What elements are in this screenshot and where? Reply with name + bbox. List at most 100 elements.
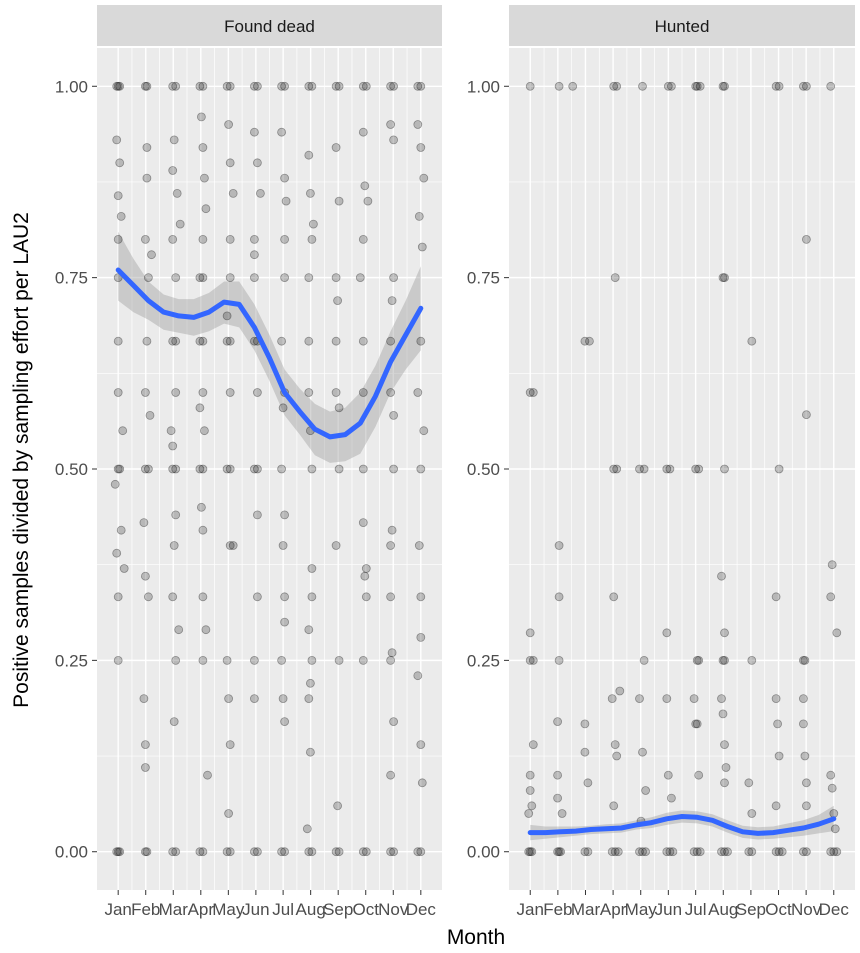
data-point (331, 541, 341, 550)
data-point (527, 847, 537, 857)
data-point (195, 81, 205, 91)
data-point (610, 740, 620, 749)
data-point (277, 81, 287, 91)
data-point (717, 694, 726, 703)
data-point (198, 388, 208, 397)
data-point (389, 81, 399, 91)
data-point (198, 143, 208, 152)
data-point (525, 656, 535, 665)
data-point (416, 592, 426, 602)
data-point (361, 847, 371, 857)
data-point (360, 571, 370, 581)
data-point (525, 81, 535, 91)
data-point (307, 847, 317, 857)
data-point (331, 847, 341, 857)
data-point (198, 847, 208, 857)
data-point (413, 671, 423, 681)
data-point (195, 336, 205, 346)
data-point (252, 388, 262, 397)
data-point (827, 560, 837, 570)
data-point (718, 656, 728, 665)
x-tick-label: Oct (765, 900, 792, 919)
data-point (171, 273, 181, 283)
data-point (416, 336, 426, 346)
data-point (142, 336, 152, 346)
data-point (113, 191, 123, 201)
data-point (585, 336, 594, 346)
data-point (358, 234, 368, 244)
data-point (528, 656, 538, 665)
data-point (249, 250, 259, 260)
data-point (304, 388, 314, 397)
data-point (358, 81, 368, 91)
data-point (198, 464, 208, 474)
data-point (201, 204, 211, 214)
data-point (225, 336, 235, 346)
data-point (609, 592, 619, 602)
data-point (305, 678, 315, 688)
data-point (331, 336, 341, 346)
data-point (802, 778, 811, 788)
data-point (281, 196, 291, 206)
data-point (386, 388, 396, 397)
x-axis-title: Month (447, 926, 505, 949)
data-point (527, 801, 537, 811)
data-point (694, 770, 704, 780)
data-point (169, 135, 179, 145)
data-point (720, 847, 729, 857)
data-point (252, 464, 262, 474)
data-point (413, 120, 423, 129)
data-point (358, 464, 368, 474)
data-point (718, 81, 728, 91)
data-point (113, 464, 123, 474)
data-point (386, 770, 396, 780)
data-point (773, 719, 782, 729)
data-point (198, 592, 208, 602)
data-point (799, 847, 808, 857)
facet-strip (509, 5, 855, 46)
data-point (386, 81, 396, 91)
data-point (802, 847, 811, 857)
data-point (607, 694, 617, 703)
data-point (255, 188, 265, 198)
data-point (222, 847, 232, 857)
data-point (304, 847, 314, 857)
data-point (694, 464, 704, 474)
x-tick-label: Mar (571, 900, 601, 919)
x-tick-label: Jan (517, 900, 544, 919)
data-point (280, 592, 290, 602)
data-point (252, 510, 262, 520)
data-point (252, 158, 262, 168)
data-point (689, 847, 699, 857)
x-tick-label: Nov (378, 900, 409, 919)
data-point (113, 592, 123, 602)
data-point (168, 81, 178, 91)
data-point (723, 847, 732, 857)
data-point (692, 656, 702, 665)
data-point (203, 770, 212, 780)
data-point (307, 81, 317, 91)
data-point (277, 656, 287, 665)
data-point (304, 150, 314, 160)
data-point (800, 656, 810, 665)
data-point (118, 426, 128, 436)
data-point (145, 410, 155, 420)
data-point (414, 541, 424, 550)
data-point (386, 541, 396, 550)
data-point (171, 656, 181, 665)
data-point (115, 847, 125, 857)
data-point (387, 648, 397, 658)
data-point (612, 751, 622, 761)
data-point (413, 81, 423, 91)
data-point (225, 464, 235, 474)
data-point (142, 173, 152, 183)
data-point (525, 628, 535, 638)
data-point (692, 81, 702, 91)
data-point (195, 847, 205, 857)
data-point (417, 778, 427, 788)
data-point (389, 717, 399, 726)
y-tick-label: 0.25 (467, 651, 500, 670)
data-point (358, 518, 368, 527)
data-point (280, 81, 290, 91)
data-point (334, 847, 344, 857)
